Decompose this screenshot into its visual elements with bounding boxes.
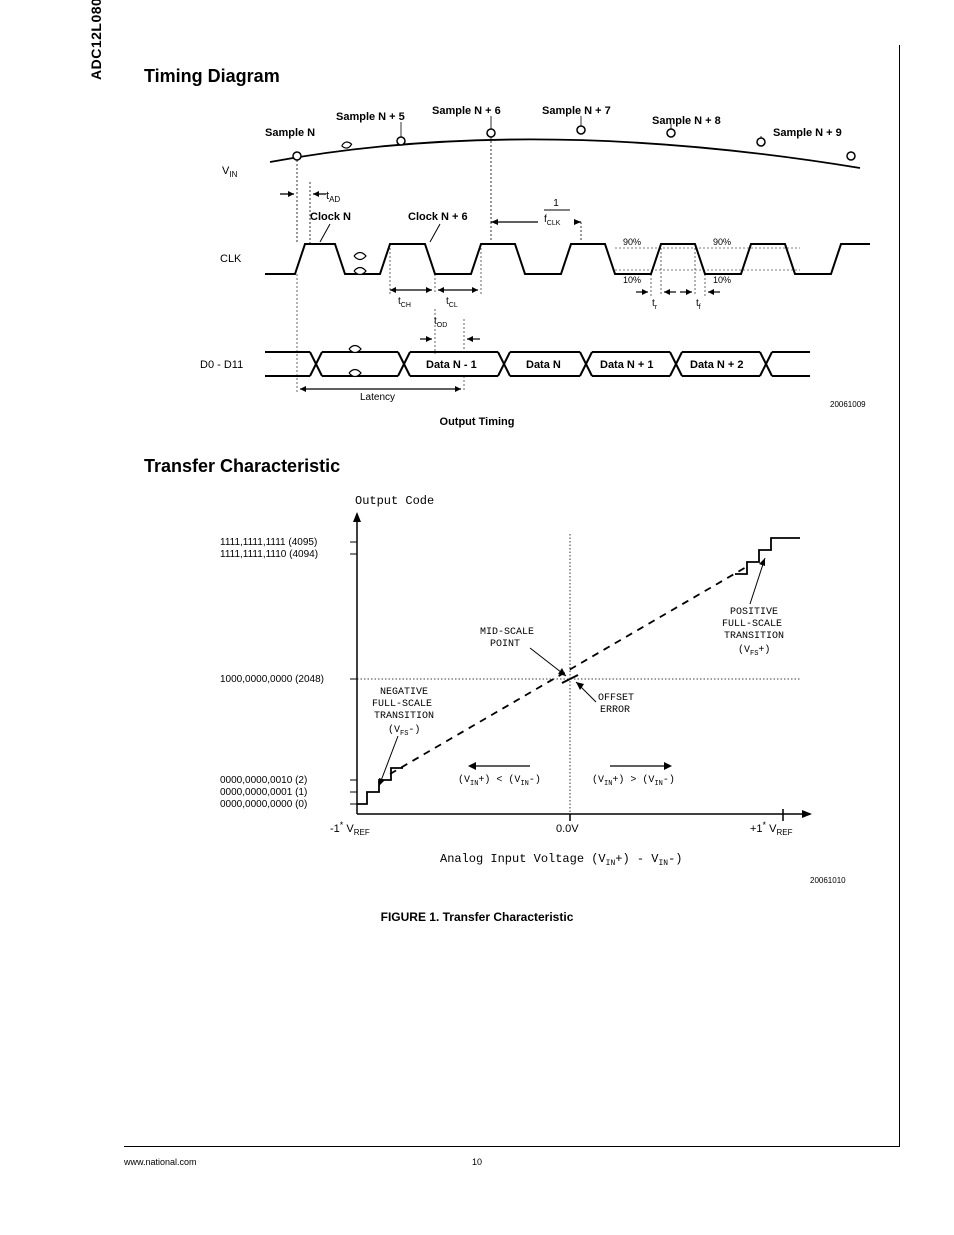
data-break [349,346,361,353]
tod: tOD [420,309,480,354]
timing-diagram: Sample N Sample N + 5 Sample N + 6 Sampl… [180,94,880,424]
pos-fs-label: POSITIVE FULL-SCALE TRANSITION (VFS+) [722,558,784,658]
fclk-label: 1 fCLK [491,198,581,242]
svg-text:POINT: POINT [490,639,520,650]
svg-text:OFFSET: OFFSET [598,693,634,704]
pct-10-2: 10% [713,275,731,285]
ideal-line [390,566,748,774]
page: ADC12L080 Timing Diagram Sample N Sample… [0,0,954,1235]
pct-lines [615,248,800,270]
svg-text:+1* VREF: +1* VREF [750,820,793,837]
tad-label: tAD [326,190,340,204]
part-number-side: ADC12L080 [88,0,104,80]
svg-text:POSITIVE: POSITIVE [730,607,778,618]
pct-10-1: 10% [623,275,641,285]
svg-text:MID-SCALE: MID-SCALE [480,627,534,638]
svg-text:tr: tr [652,298,658,311]
svg-text:tCH: tCH [398,296,411,309]
transfer-diagram: Output Code 1111,1111,1111 (4095) 1111,1… [190,484,870,884]
y-axis-title: Output Code [355,494,434,508]
svg-text:0.0V: 0.0V [556,823,579,835]
stair-bottom [357,768,403,804]
tch-tcl: tCH tCL [390,244,481,309]
pct-90-2: 90% [713,237,731,247]
tr-tf: tr tf [636,244,720,311]
svg-text:FULL-SCALE: FULL-SCALE [372,699,432,710]
sample-n6-label: Sample N + 6 [432,105,501,117]
svg-text:0000,0000,0010 (2): 0000,0000,0010 (2) [220,775,307,786]
tad-arrow: tAD [280,190,340,204]
svg-text:TRANSITION: TRANSITION [724,631,784,642]
output-timing-caption: Output Timing [0,416,954,428]
svg-text:(VIN+) > (VIN-): (VIN+) > (VIN-) [592,774,675,788]
svg-text:0000,0000,0000 (0): 0000,0000,0000 (0) [220,799,307,810]
svg-text:tf: tf [696,298,701,311]
svg-text:1111,1111,1111 (4095): 1111,1111,1111 (4095) [220,537,317,548]
timing-diagram-title: Timing Diagram [144,66,280,87]
footer-page: 10 [0,1157,954,1167]
sample-n9-label: Sample N + 9 [773,127,842,139]
svg-text:-1* VREF: -1* VREF [330,820,370,837]
data-break2 [349,370,361,377]
data-cell-3: Data N + 2 [690,359,744,371]
timing-id: 20061009 [830,400,866,409]
transfer-id: 20061010 [810,876,846,885]
clock-n6-label: Clock N + 6 [408,211,468,223]
offset-error-label: OFFSET ERROR [576,682,634,716]
clk-label: CLK [220,253,242,265]
latency-arrow: Latency [297,274,464,403]
neg-fs-label: NEGATIVE FULL-SCALE TRANSITION (VFS-) [372,687,434,786]
svg-text:(VIN+) < (VIN-): (VIN+) < (VIN-) [458,774,541,788]
sample-n7-label: Sample N + 7 [542,105,611,117]
data-cell-2: Data N + 1 [600,359,654,371]
sample-n8-label: Sample N + 8 [652,115,721,127]
vin-label: VIN [222,165,238,179]
svg-text:TRANSITION: TRANSITION [374,711,434,722]
x-axis-title: Analog Input Voltage (VIN+) - VIN-) [440,852,682,868]
svg-text:0000,0000,0001 (1): 0000,0000,0001 (1) [220,787,307,798]
svg-text:1111,1111,1110 (4094): 1111,1111,1110 (4094) [220,549,318,560]
midscale-label: MID-SCALE POINT [480,627,566,676]
x-labels: -1* VREF 0.0V +1* VREF [330,820,793,837]
sample-n-label: Sample N [265,127,315,139]
svg-text:tCL: tCL [446,296,458,309]
figure1-caption: FIGURE 1. Transfer Characteristic [0,910,954,924]
sample-n5-label: Sample N + 5 [336,111,405,123]
vin-waveform [270,126,860,168]
svg-text:FULL-SCALE: FULL-SCALE [722,619,782,630]
pct-90-1: 90% [623,237,641,247]
data-cell-0: Data N - 1 [426,359,477,371]
transfer-title: Transfer Characteristic [144,456,340,477]
svg-text:1000,0000,0000 (2048): 1000,0000,0000 (2048) [220,674,324,685]
svg-text:tOD: tOD [434,316,447,329]
y-tick-labels: 1111,1111,1111 (4095) 1111,1111,1110 (40… [220,537,357,810]
svg-text:NEGATIVE: NEGATIVE [380,687,428,698]
clk-break [354,253,366,275]
vin-gt-label: (VIN+) > (VIN-) [592,762,675,788]
vin-lt-label: (VIN+) < (VIN-) [458,762,541,788]
data-label: D0 - D11 [200,359,243,371]
svg-text:fCLK: fCLK [544,214,561,227]
svg-text:ERROR: ERROR [600,705,630,716]
svg-text:(VFS+): (VFS+) [738,644,770,658]
svg-text:1: 1 [553,198,559,209]
clock-n-label: Clock N [310,211,351,223]
svg-text:(VFS-): (VFS-) [388,724,420,738]
svg-text:Latency: Latency [360,392,395,403]
data-cell-1: Data N [526,359,561,371]
